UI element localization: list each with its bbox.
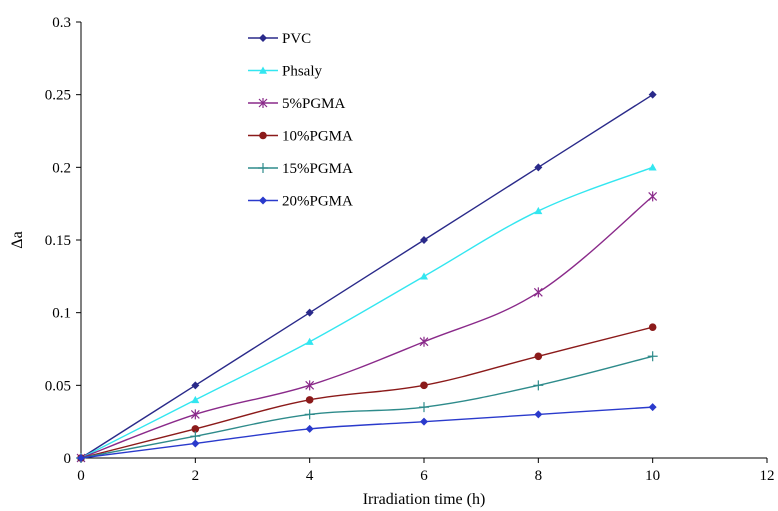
data-point (191, 381, 200, 390)
x-tick-label: 6 (420, 468, 428, 484)
x-tick-label: 4 (306, 468, 314, 484)
y-tick-label: 0.15 (45, 233, 71, 249)
legend-item: 5%PGMA (248, 96, 346, 112)
data-point (534, 206, 543, 215)
data-point (305, 380, 315, 391)
data-point (190, 409, 200, 420)
data-point (191, 439, 200, 448)
series-10-pgma (77, 323, 657, 462)
data-point (191, 395, 200, 404)
series-line (80, 406, 653, 459)
series-line (80, 166, 653, 459)
data-point (304, 409, 315, 420)
legend: PVC Phsaly 5%PGMA 10%PGMA 15%PGMA 20%PGMA (248, 31, 353, 210)
data-point (420, 381, 428, 390)
axes: 0 2 4 6 8 10 12 0 0.05 0.1 0.15 0.2 0.25 0.3 (45, 15, 775, 484)
data-point (648, 163, 657, 171)
data-point (534, 352, 543, 361)
series-line (80, 195, 654, 459)
data-point (77, 454, 85, 462)
series-line (80, 94, 654, 459)
y-tick-label: 0 (64, 451, 72, 467)
data-point (305, 337, 314, 345)
legend-item: 10%PGMA (248, 129, 353, 145)
legend-label: 20%PGMA (282, 194, 353, 210)
y-tick-label: 0.3 (52, 15, 71, 31)
data-point (648, 191, 658, 202)
y-axis-title: Δa (9, 231, 26, 248)
legend-item: 20%PGMA (248, 194, 353, 210)
legend-item: Phsaly (248, 64, 323, 80)
series-group (76, 90, 658, 463)
legend-label: 5%PGMA (282, 96, 346, 112)
data-point (419, 402, 429, 413)
x-tick-label: 8 (535, 468, 543, 484)
y-tick-label: 0.05 (45, 378, 71, 394)
data-point (191, 425, 200, 433)
data-point (305, 396, 314, 404)
series-pvc (77, 90, 657, 462)
x-tick-label: 12 (760, 468, 775, 484)
data-point (648, 90, 657, 99)
series-20-pgma (77, 403, 657, 462)
series-line (80, 326, 653, 459)
y-tick-label: 0.25 (45, 88, 71, 104)
legend-marker (259, 34, 267, 42)
x-tick-label: 10 (645, 468, 660, 484)
legend-marker (258, 163, 268, 173)
series-5-pgma (76, 191, 658, 463)
legend-label: PVC (282, 31, 311, 47)
data-point (305, 424, 314, 433)
legend-marker (259, 131, 267, 140)
data-point (305, 308, 314, 317)
legend-label: Phsaly (282, 64, 323, 80)
data-point (534, 163, 543, 172)
y-tick-label: 0.2 (52, 160, 71, 176)
data-point (420, 272, 428, 280)
y-tick-label: 0.1 (52, 306, 71, 322)
legend-item: 15%PGMA (248, 161, 353, 177)
x-axis-title: Irradiation time (h) (363, 491, 486, 508)
x-tick-label: 2 (192, 468, 200, 484)
series-phsaly (77, 163, 657, 462)
legend-item: PVC (248, 31, 311, 47)
data-point (648, 403, 657, 412)
series-15-pgma (76, 351, 658, 463)
legend-label: 15%PGMA (282, 161, 353, 177)
legend-marker (259, 66, 267, 74)
legend-label: 10%PGMA (282, 129, 353, 145)
data-point (420, 236, 428, 244)
data-point (420, 417, 428, 426)
data-point (648, 323, 657, 332)
data-point (419, 336, 429, 347)
data-point (647, 351, 658, 362)
data-point (533, 287, 543, 298)
legend-marker (259, 196, 267, 205)
legend-marker (258, 98, 268, 108)
series-line (80, 355, 653, 459)
x-tick-label: 0 (77, 468, 85, 484)
data-point (533, 380, 544, 391)
data-point (534, 410, 543, 419)
